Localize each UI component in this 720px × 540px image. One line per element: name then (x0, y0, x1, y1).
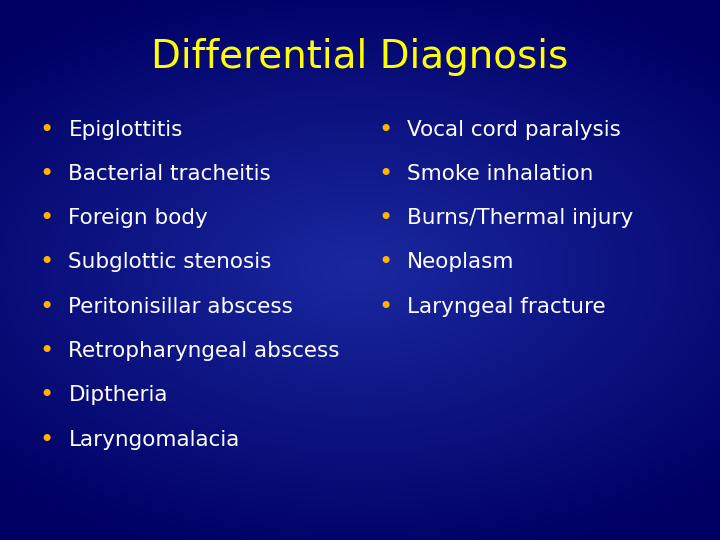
Text: Retropharyngeal abscess: Retropharyngeal abscess (68, 341, 340, 361)
Text: Neoplasm: Neoplasm (407, 252, 514, 273)
Text: •: • (40, 428, 54, 451)
Text: Laryngomalacia: Laryngomalacia (68, 429, 240, 450)
Text: Laryngeal fracture: Laryngeal fracture (407, 296, 606, 317)
Text: •: • (40, 162, 54, 186)
Text: •: • (40, 383, 54, 407)
Text: •: • (40, 251, 54, 274)
Text: •: • (40, 295, 54, 319)
Text: Epiglottitis: Epiglottitis (68, 119, 183, 140)
Text: •: • (40, 206, 54, 230)
Text: Foreign body: Foreign body (68, 208, 208, 228)
Text: Diptheria: Diptheria (68, 385, 168, 406)
Text: Burns/Thermal injury: Burns/Thermal injury (407, 208, 633, 228)
Text: Bacterial tracheitis: Bacterial tracheitis (68, 164, 271, 184)
Text: Vocal cord paralysis: Vocal cord paralysis (407, 119, 621, 140)
Text: •: • (378, 206, 392, 230)
Text: Smoke inhalation: Smoke inhalation (407, 164, 593, 184)
Text: Differential Diagnosis: Differential Diagnosis (151, 38, 569, 76)
Text: Peritonisillar abscess: Peritonisillar abscess (68, 296, 293, 317)
Text: Subglottic stenosis: Subglottic stenosis (68, 252, 271, 273)
Text: •: • (40, 339, 54, 363)
Text: •: • (378, 251, 392, 274)
Text: •: • (378, 162, 392, 186)
Text: •: • (378, 118, 392, 141)
Text: •: • (378, 295, 392, 319)
Text: •: • (40, 118, 54, 141)
